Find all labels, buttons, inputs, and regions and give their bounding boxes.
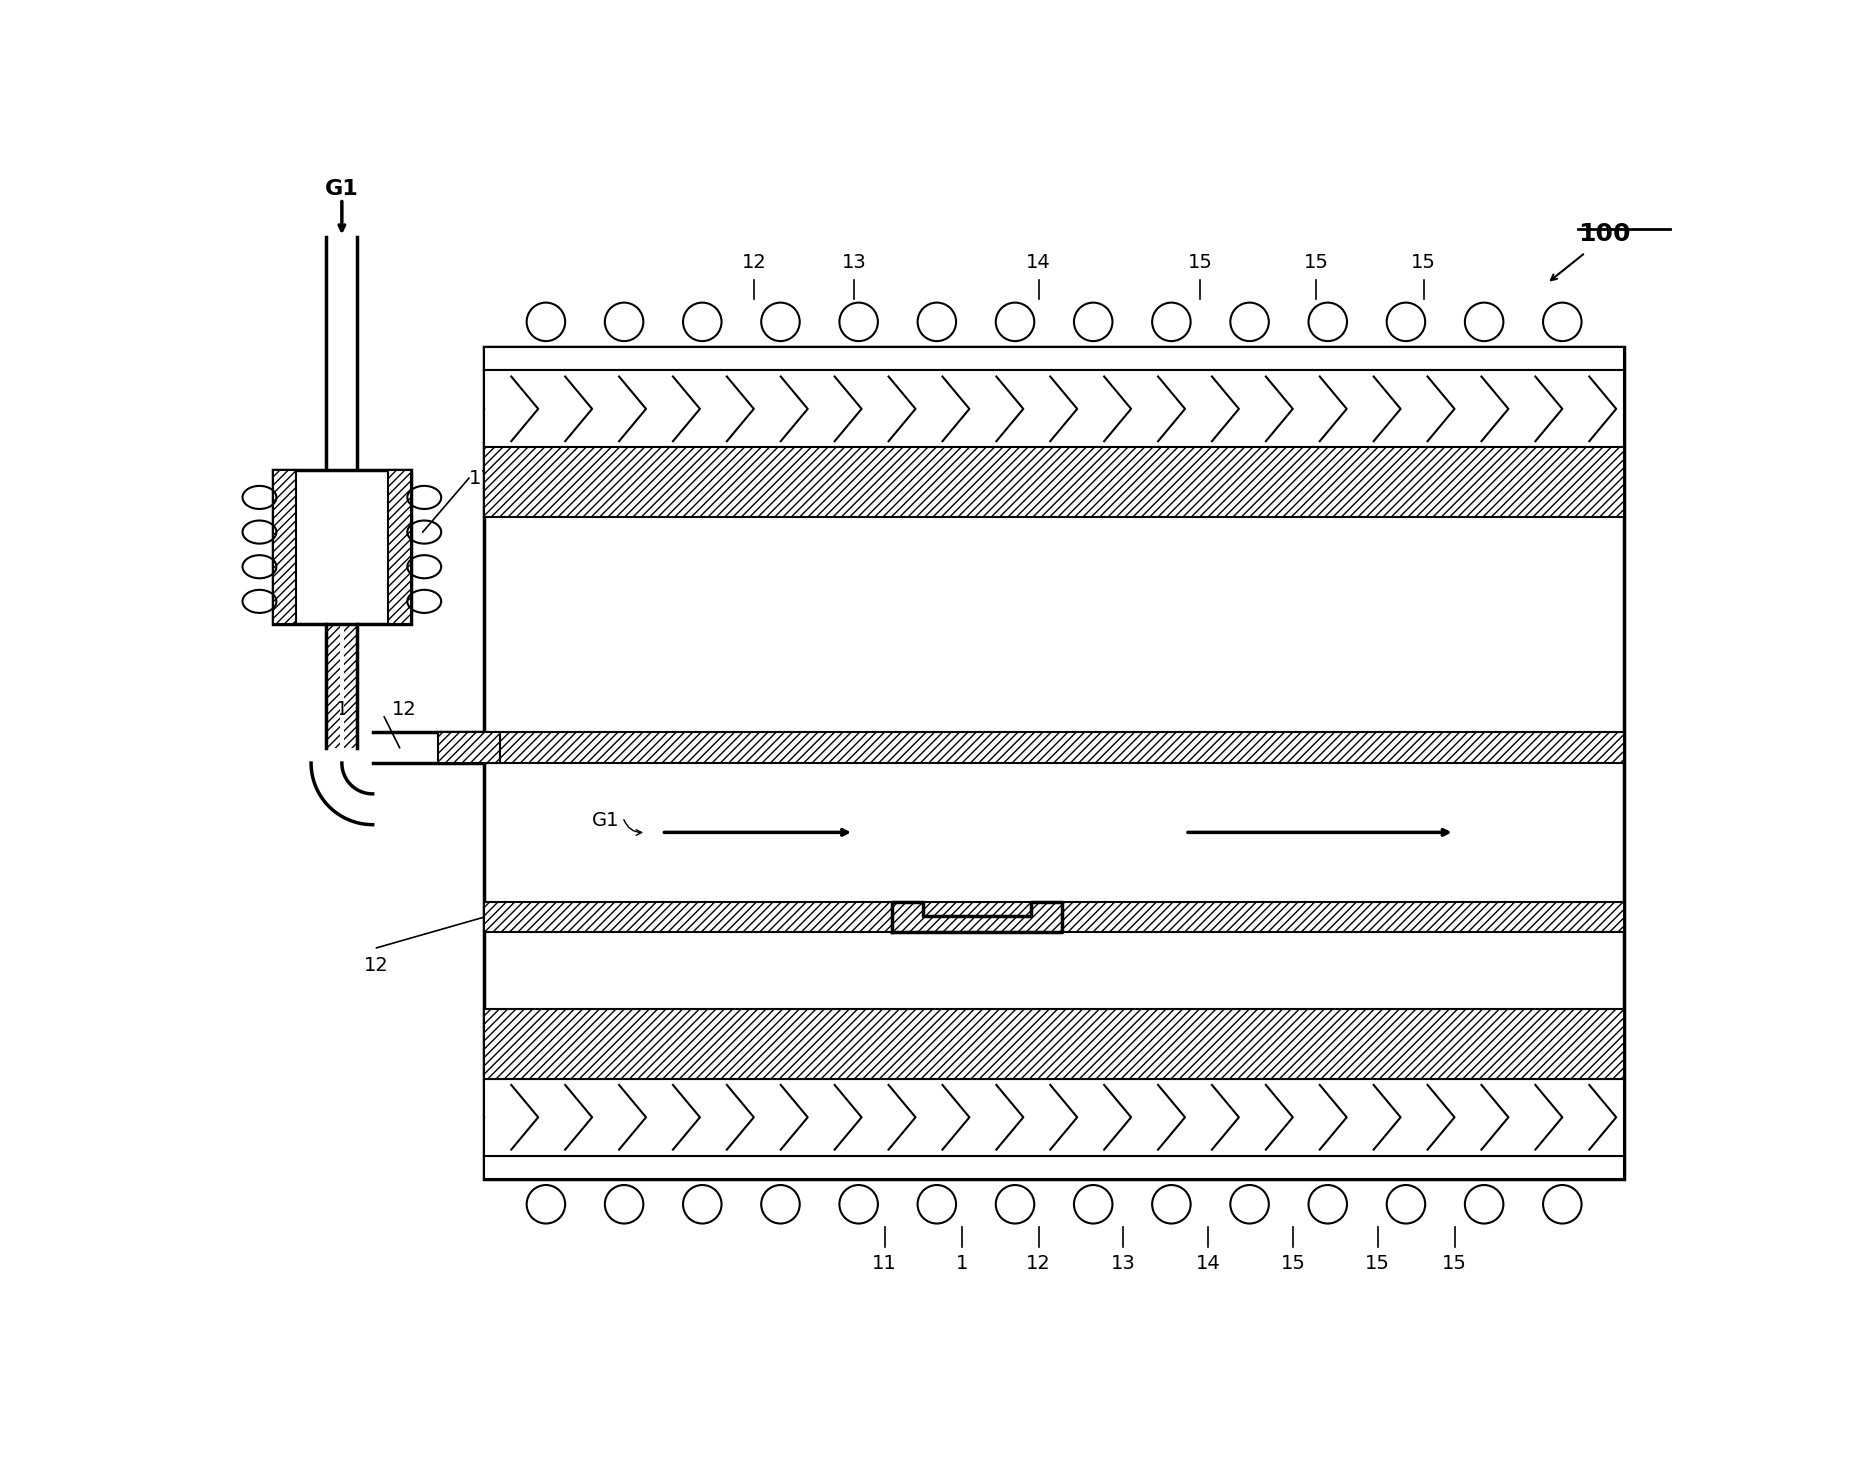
Text: 15: 15: [1280, 1254, 1304, 1273]
Text: 15: 15: [1442, 1254, 1467, 1273]
Bar: [892, 901, 924, 932]
Text: 16: 16: [336, 699, 362, 718]
Text: 100: 100: [1579, 222, 1631, 246]
Bar: [485, 347, 1623, 370]
Text: 15: 15: [1189, 253, 1213, 272]
Bar: [485, 1156, 1623, 1179]
Bar: [327, 625, 340, 748]
Text: 1: 1: [955, 1254, 968, 1273]
Bar: [1032, 901, 1062, 932]
Text: G1: G1: [592, 812, 620, 831]
Bar: [485, 347, 1623, 1179]
Text: 15: 15: [1304, 253, 1329, 272]
Bar: [439, 733, 500, 764]
Text: 12: 12: [392, 699, 416, 718]
Text: 13: 13: [842, 253, 866, 272]
Bar: [485, 901, 1623, 932]
Bar: [485, 733, 1623, 764]
Text: 11: 11: [871, 1254, 898, 1273]
Bar: [272, 471, 295, 625]
Bar: [343, 625, 356, 748]
Bar: [485, 1009, 1623, 1078]
Text: 15: 15: [1411, 253, 1437, 272]
Text: 14: 14: [1026, 253, 1051, 272]
Text: 12: 12: [1026, 1254, 1051, 1273]
Text: 14: 14: [1196, 1254, 1220, 1273]
Text: 13: 13: [1110, 1254, 1136, 1273]
Bar: [485, 370, 1623, 448]
Text: 12: 12: [741, 253, 767, 272]
Bar: [485, 1078, 1623, 1156]
Text: 15: 15: [1366, 1254, 1390, 1273]
Bar: [485, 448, 1623, 516]
Bar: [388, 471, 411, 625]
Text: 12: 12: [364, 955, 388, 974]
Text: 17: 17: [468, 468, 494, 487]
Text: G1: G1: [325, 178, 358, 199]
Bar: [272, 471, 411, 625]
